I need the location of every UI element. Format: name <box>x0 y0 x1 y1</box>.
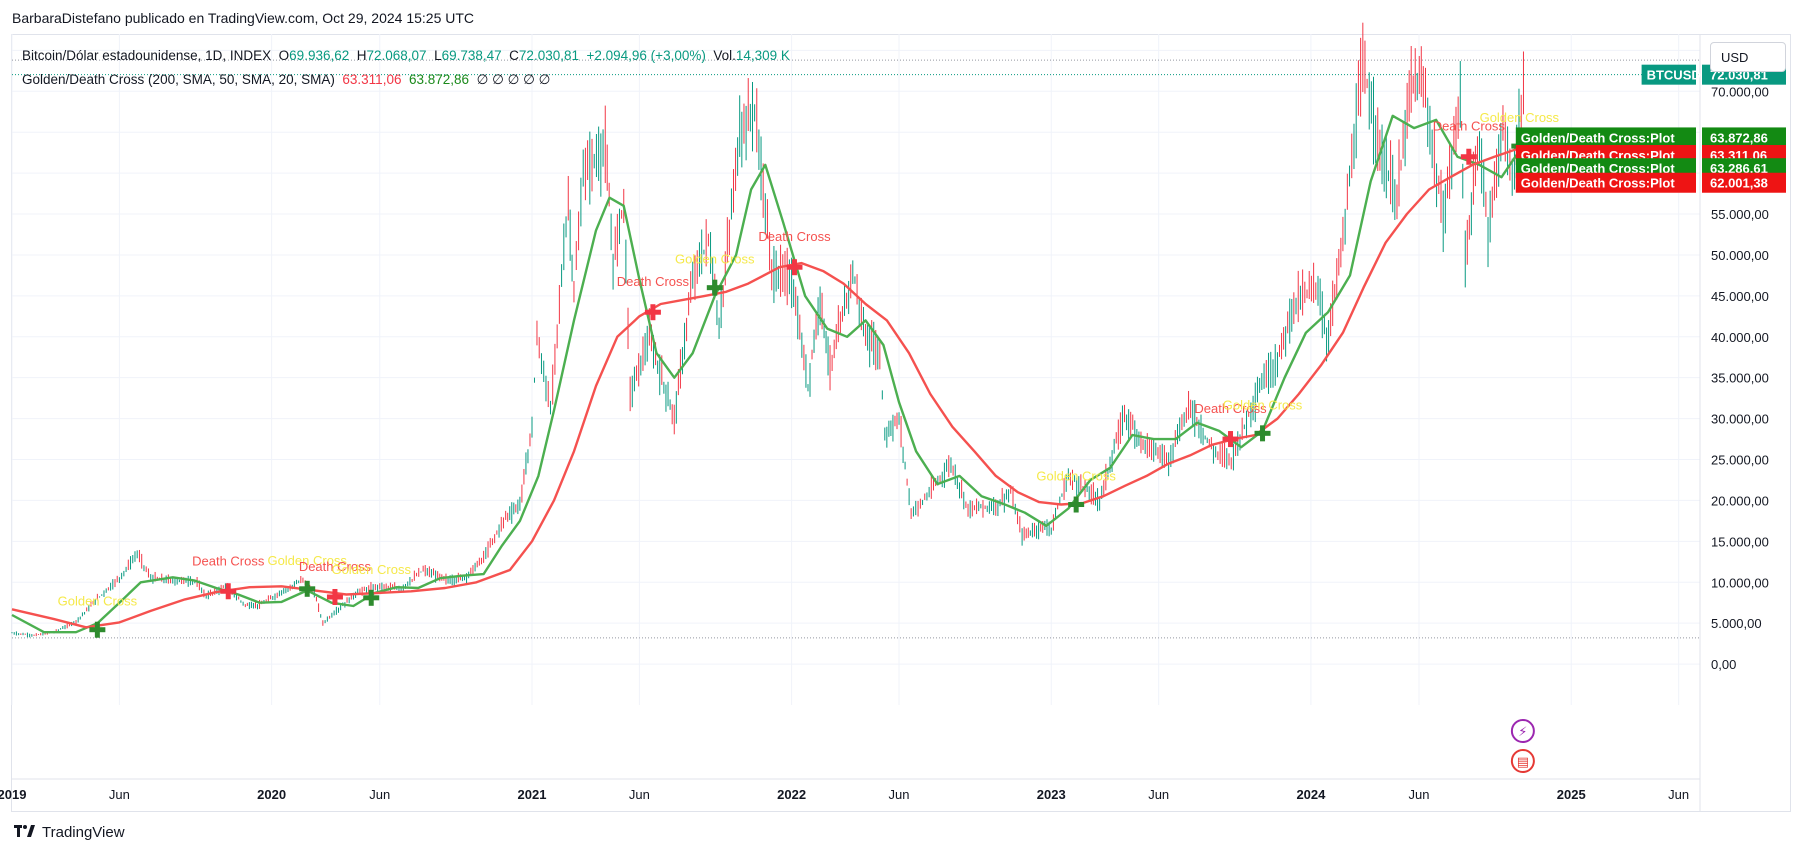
x-axis-tick-label: Jun <box>629 787 650 802</box>
high-value: 72.068,07 <box>366 48 427 63</box>
death-cross-marker[interactable] <box>326 588 343 605</box>
x-axis-tick-label: 2021 <box>518 787 547 802</box>
low-value: 69.738,47 <box>441 48 502 63</box>
golden-cross-marker[interactable] <box>1068 496 1085 513</box>
indicator-empty-values: ∅ ∅ ∅ ∅ ∅ <box>476 72 551 87</box>
death-cross-marker[interactable] <box>220 583 237 600</box>
price-tag-label-bg <box>1515 172 1696 193</box>
volume-value: 14,309 K <box>735 48 790 63</box>
x-axis-tick-label: Jun <box>109 787 130 802</box>
lightning-icon[interactable] <box>1510 719 1535 743</box>
symbol-title: Bitcoin/Dólar estadounidense, 1D, INDEX <box>22 48 272 63</box>
death-cross-label: Death Cross <box>758 229 831 244</box>
y-axis-tick-label: 15.000,00 <box>1711 534 1769 549</box>
y-axis-tick-label: 20.000,00 <box>1711 493 1769 508</box>
golden-cross-label: Golden Cross <box>1036 469 1116 484</box>
golden-cross-marker[interactable] <box>706 279 723 296</box>
x-axis-tick-label: Jun <box>1409 787 1430 802</box>
death-cross-label: Death Cross <box>617 274 690 289</box>
x-axis-tick-label: Jun <box>1148 787 1169 802</box>
y-axis-tick-label: 25.000,00 <box>1711 453 1769 468</box>
price-tag-label: BTCUSD <box>1647 68 1701 83</box>
golden-cross-label: Golden Cross <box>331 562 411 577</box>
indicator-legend-row[interactable]: Golden/Death Cross (200, SMA, 50, SMA, 2… <box>22 68 790 92</box>
currency-button[interactable]: USD <box>1710 42 1786 72</box>
death-cross-label: Death Cross <box>192 553 265 568</box>
death-cross-marker[interactable] <box>644 304 661 321</box>
indicator-fast-value: 63.872,86 <box>408 72 470 87</box>
price-tag-value: 63.286,61 <box>1710 161 1768 176</box>
y-axis-tick-label: 5.000,00 <box>1711 616 1762 631</box>
y-axis-tick-label: 10.000,00 <box>1711 575 1769 590</box>
close-value: 72.030,81 <box>518 48 579 63</box>
golden-cross-marker[interactable] <box>299 580 316 597</box>
y-axis-tick-label: 35.000,00 <box>1711 371 1769 386</box>
us-flag-icon-glyph: ▤ <box>1517 755 1529 770</box>
close-label: C <box>509 48 519 63</box>
indicator-title: Golden/Death Cross (200, SMA, 50, SMA, 2… <box>22 72 335 87</box>
y-axis-tick-label: 55.000,00 <box>1711 207 1769 222</box>
golden-cross-label: Golden Cross <box>1223 397 1303 412</box>
price-tag-value: 63.872,86 <box>1710 130 1768 145</box>
death-cross-marker[interactable] <box>1460 148 1477 165</box>
price-tag-label: Golden/Death Cross:Plot <box>1521 161 1676 176</box>
y-axis-tick-label: 50.000,00 <box>1711 248 1769 263</box>
y-axis-tick-label: 30.000,00 <box>1711 412 1769 427</box>
y-axis-tick-label: 0,00 <box>1711 657 1736 672</box>
price-tag-label-bg <box>1641 64 1696 85</box>
price-tag-label: Golden/Death Cross:Plot <box>1521 130 1676 145</box>
price-tag-label: Golden/Death Cross:Plot <box>1521 176 1676 191</box>
x-axis-tick-label: Jun <box>889 787 910 802</box>
x-axis-tick-label: 2022 <box>777 787 806 802</box>
death-cross-label: Death Cross <box>299 559 372 574</box>
symbol-legend-row[interactable]: Bitcoin/Dólar estadounidense, 1D, INDEX … <box>22 44 790 68</box>
sma-slow-line[interactable] <box>11 144 1527 629</box>
open-label: O <box>278 48 290 63</box>
indicator-slow-value: 63.311,06 <box>342 72 402 87</box>
golden-cross-label: Golden Cross <box>675 252 755 267</box>
volume-label: Vol. <box>713 48 736 63</box>
x-axis-tick-label: 2019 <box>0 787 26 802</box>
y-axis-tick-label: 70.000,00 <box>1711 84 1769 99</box>
golden-cross-label: Golden Cross <box>58 594 138 609</box>
change-value: +2.094,96 (+3,00%) <box>586 48 706 63</box>
open-value: 69.936,62 <box>289 48 350 63</box>
golden-cross-label: Golden Cross <box>267 553 347 568</box>
golden-cross-label: Golden Cross <box>1480 110 1560 125</box>
publisher-line: BarbaraDistefano publicado en TradingVie… <box>12 10 475 26</box>
tradingview-logo[interactable]: TradingView <box>14 824 125 841</box>
x-axis-tick-label: 2023 <box>1037 787 1066 802</box>
y-axis-tick-label: 40.000,00 <box>1711 330 1769 345</box>
tradingview-brand: TradingView <box>42 824 125 841</box>
price-tag-value-bg <box>1702 127 1786 148</box>
x-axis-tick-label: Jun <box>369 787 390 802</box>
x-axis-tick-label: 2025 <box>1557 787 1586 802</box>
chart-legend: Bitcoin/Dólar estadounidense, 1D, INDEX … <box>22 44 790 92</box>
x-axis-tick-label: 2024 <box>1296 787 1326 802</box>
death-cross-marker[interactable] <box>786 259 803 276</box>
golden-cross-marker[interactable] <box>89 621 106 638</box>
death-cross-marker[interactable] <box>1222 431 1239 448</box>
lightning-icon-glyph: ⚡ <box>1518 725 1527 740</box>
x-axis-tick-label: Jun <box>1668 787 1689 802</box>
high-label: H <box>356 48 367 63</box>
x-axis-tick-label: 2020 <box>257 787 286 802</box>
death-cross-label: Death Cross <box>1194 401 1267 416</box>
price-tag-value: 62.001,38 <box>1710 176 1768 191</box>
price-tag-label-bg <box>1515 127 1696 148</box>
y-axis-tick-label: 45.000,00 <box>1711 289 1769 304</box>
price-tag-value-bg <box>1702 172 1786 193</box>
us-flag-icon[interactable] <box>1510 749 1535 773</box>
death-cross-label: Death Cross <box>1433 119 1506 134</box>
low-label: L <box>434 48 442 63</box>
golden-cross-marker[interactable] <box>363 589 380 606</box>
tradingview-logo-icon <box>14 824 36 841</box>
golden-cross-marker[interactable] <box>1254 425 1271 442</box>
